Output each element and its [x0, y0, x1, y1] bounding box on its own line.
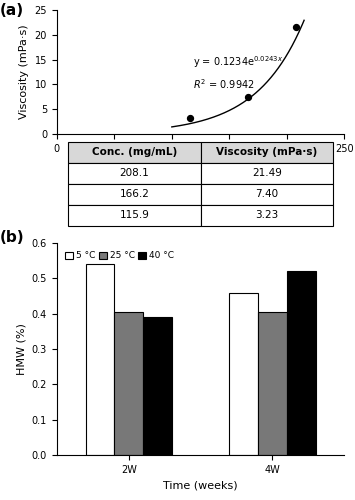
Text: y = 0.1234e$^{0.0243x}$
$R^2$ = 0.9942: y = 0.1234e$^{0.0243x}$ $R^2$ = 0.9942: [192, 54, 283, 92]
Point: [245, 93, 251, 101]
Bar: [114, 312, 143, 455]
Y-axis label: Viscosity (mPa·s): Viscosity (mPa·s): [19, 24, 29, 119]
Point: [293, 24, 299, 32]
X-axis label: Time (weeks): Time (weeks): [163, 480, 238, 490]
Bar: [86, 264, 114, 455]
Y-axis label: HMW (%): HMW (%): [16, 323, 26, 375]
Bar: [143, 318, 172, 455]
Text: (b): (b): [0, 230, 24, 246]
Point: [187, 114, 193, 122]
Bar: [258, 312, 287, 455]
Bar: [229, 292, 258, 455]
Bar: [287, 272, 316, 455]
Text: (a): (a): [0, 2, 23, 18]
Legend: 5 °C, 25 °C, 40 °C: 5 °C, 25 °C, 40 °C: [61, 248, 178, 264]
X-axis label: conc. (mg/mL): conc. (mg/mL): [160, 159, 241, 169]
